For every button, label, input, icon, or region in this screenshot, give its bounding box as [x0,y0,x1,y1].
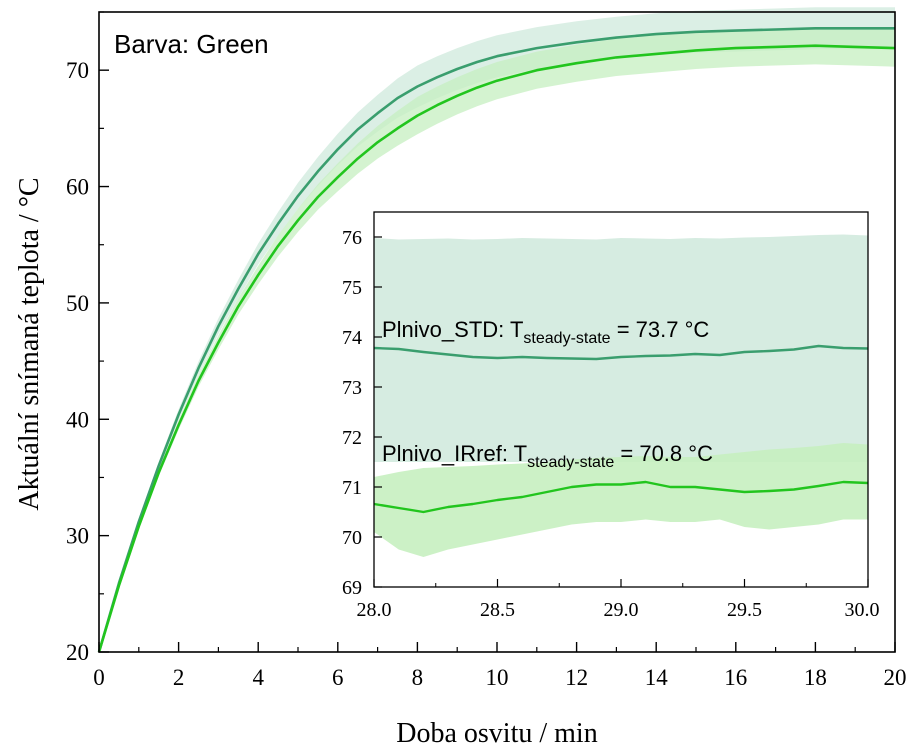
inset-y-tick-label: 75 [342,277,362,299]
line-irref [97,44,896,653]
x-tick-label: 4 [252,665,264,690]
x-tick-label: 14 [645,665,669,690]
y-tick-label: 30 [66,524,89,549]
y-tick-label: 40 [66,407,89,432]
y-tick-label: 20 [66,640,89,665]
y-tick-label: 60 [66,175,89,200]
annotation-main-text: Plnivo_STD: T [382,317,523,342]
annotation-subscript: steady-state [527,454,614,471]
chart-annotation-color: Barva: Green [114,29,269,59]
inset-y-tick-label: 71 [342,477,362,499]
x-tick-label: 16 [724,665,747,690]
inset-y-tick-label: 69 [342,577,362,599]
inset-x-ticks: 28.0 28.5 29.0 29.5 30.0 [357,579,880,621]
inset-y-tick-label: 70 [342,527,362,549]
y-tick-label: 50 [66,291,89,316]
x-tick-label: 12 [565,665,588,690]
x-tick-label: 0 [93,665,105,690]
inset-x-tick-label: 28.5 [480,599,515,621]
main-series-lines [97,27,896,653]
x-tick-label: 8 [412,665,424,690]
inset-y-ticks: 69 70 71 72 73 74 75 76 [342,227,382,599]
inset-annotation-irref: Plnivo_IRref: Tsteady-state = 70.8 °C [382,441,713,471]
inset-y-tick-label: 72 [342,427,362,449]
inset-band-irref [374,443,868,557]
inset-x-tick-label: 29.0 [604,599,639,621]
inset-confidence-bands [374,234,868,557]
annotation-value: = 73.7 °C [611,317,710,342]
x-tick-label: 18 [804,665,827,690]
inset-x-tick-label: 30.0 [845,599,880,621]
annotation-value: = 70.8 °C [614,441,713,466]
inset-y-tick-label: 74 [342,327,362,349]
x-tick-label: 6 [332,665,344,690]
inset-line-std [373,344,869,361]
annotation-subscript: steady-state [523,330,610,347]
y-tick-label: 70 [66,58,89,83]
annotation-main-text: Plnivo_IRref: T [382,441,527,466]
inset-band-std [374,234,868,462]
main-x-ticks: 0 2 4 6 8 10 12 14 16 18 20 [93,642,907,690]
y-axis-label: Aktuální snímaná teplota / °C [14,177,45,510]
inset-y-tick-label: 73 [342,377,362,399]
inset-annotation-std: Plnivo_STD: Tsteady-state = 73.7 °C [382,317,709,347]
inset-series-lines [373,344,869,514]
main-y-ticks: 20 30 40 50 60 70 [66,11,109,665]
x-axis-label: Doba osvitu / min [396,718,597,749]
x-tick-label: 20 [884,665,907,690]
inset-line-irref [373,480,869,514]
inset-x-tick-label: 28.0 [357,599,392,621]
x-tick-label: 10 [486,665,509,690]
inset-x-tick-label: 29.5 [727,599,762,621]
x-tick-label: 2 [173,665,185,690]
inset-y-tick-label: 76 [342,227,362,249]
line-std [97,27,895,653]
